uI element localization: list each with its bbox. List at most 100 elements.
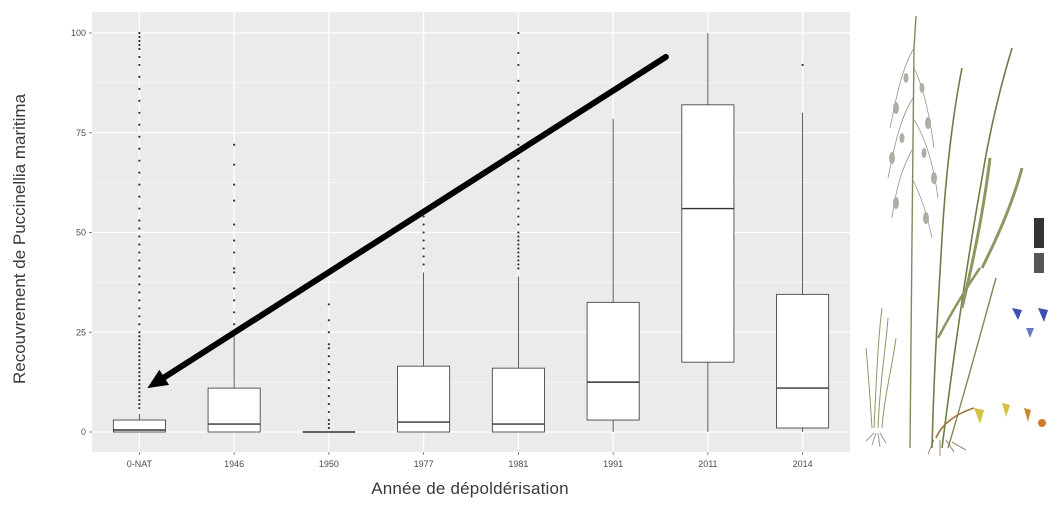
arrow-head [147,369,170,389]
y-axis-label-wrap: Recouvrement de Puccinellia maritima [0,4,40,474]
outlier-point [327,422,330,426]
outlier-point [233,271,236,274]
outlier-point [233,163,236,166]
outlier-point [138,135,141,138]
box-2011 [681,33,735,432]
outlier-point [517,159,520,162]
outlier-point [233,199,236,202]
x-axis-label: Année de dépoldérisation [371,479,569,498]
outlier-point [138,398,141,402]
outlier-point [138,363,141,366]
outlier-point [517,63,520,67]
outlier-point [517,207,520,210]
outlier-point [138,299,141,302]
outlier-point [138,243,141,246]
outlier-point [233,239,236,242]
outlier-point [517,91,520,94]
x-tick-label: 1991 [603,459,623,469]
outlier-point [138,99,141,102]
y-tick-label: 25 [76,327,86,337]
outlier-point [138,367,141,370]
outlier-point [517,223,520,226]
iqr-box [491,367,545,433]
box-0-NAT [112,31,166,433]
annotation-arrow [147,53,669,389]
outlier-point [138,291,141,294]
outlier-point [138,147,141,150]
puccinellia-maritima-illustration [865,15,1048,456]
outlier-point [138,375,141,378]
x-tick-label: 1981 [508,459,528,469]
outlier-point [138,323,141,326]
outlier-point [233,267,236,270]
outlier-point [138,183,141,186]
leaf-stems-drawing [927,47,1024,456]
outlier-point [138,251,141,254]
outlier-point [233,287,236,290]
outlier-point [327,426,330,430]
outlier-point [138,315,141,318]
outlier-point [138,63,141,67]
outlier-point [327,303,330,306]
outlier-point [138,343,141,346]
outlier-point [422,239,425,242]
outlier-point [138,55,141,59]
outlier-point [233,311,236,314]
outlier-point [422,263,425,266]
outlier-point [517,239,520,242]
outlier-point [517,183,520,186]
outlier-point [422,247,425,250]
outlier-point [422,231,425,234]
outlier-point [517,243,520,246]
outlier-point [138,43,141,47]
outlier-point [517,175,520,178]
outlier-point [517,263,520,266]
outlier-point [327,387,330,390]
outlier-point [138,75,141,78]
y-axis-label: Recouvrement de Puccinellia maritima [10,93,29,385]
outlier-point [327,394,330,398]
outlier-point [233,299,236,302]
boxplot-chart: 0 25 50 75 100 0-NAT 1946 1950 1977 1981 1991 2011… [71,12,850,469]
outlier-point [138,402,141,406]
iqr-box [112,419,166,433]
outlier-point [517,191,520,194]
outlier-point [327,363,330,366]
outlier-point [138,227,141,230]
iqr-box [397,365,451,433]
iqr-box [207,387,261,433]
outlier-point [517,119,520,122]
y-axis-ticks: 0 25 50 75 100 [71,28,92,437]
outlier-point [517,235,520,238]
outlier-point [138,123,141,126]
outlier-point [138,379,141,382]
outlier-point [138,307,141,310]
outlier-point [422,215,425,218]
iqr-box [586,301,640,421]
outlier-point [327,355,330,358]
outlier-point [138,359,141,362]
x-axis-ticks: 0-NAT 1946 1950 1977 1981 1991 2011 2014 [127,452,813,469]
box-2014 [776,63,830,432]
outlier-point [138,259,141,262]
outlier-point [517,247,520,250]
outlier-point [422,223,425,226]
outlier-point [138,406,141,410]
y-tick-label: 50 [76,228,86,238]
outlier-point [233,223,236,226]
x-tick-label: 2011 [698,459,717,469]
outlier-point [233,143,236,146]
outlier-point [138,387,141,390]
outlier-point [138,235,141,238]
outlier-point [138,267,141,270]
outlier-point [138,339,141,342]
y-tick-label: 0 [81,427,86,437]
outlier-point [138,219,141,222]
box-1950 [302,303,356,433]
outlier-point [138,195,141,198]
floral-detail-drawings [974,218,1048,427]
outlier-point [138,87,141,90]
outlier-point [138,351,141,354]
outlier-point [517,103,520,106]
outlier-point [517,31,520,35]
